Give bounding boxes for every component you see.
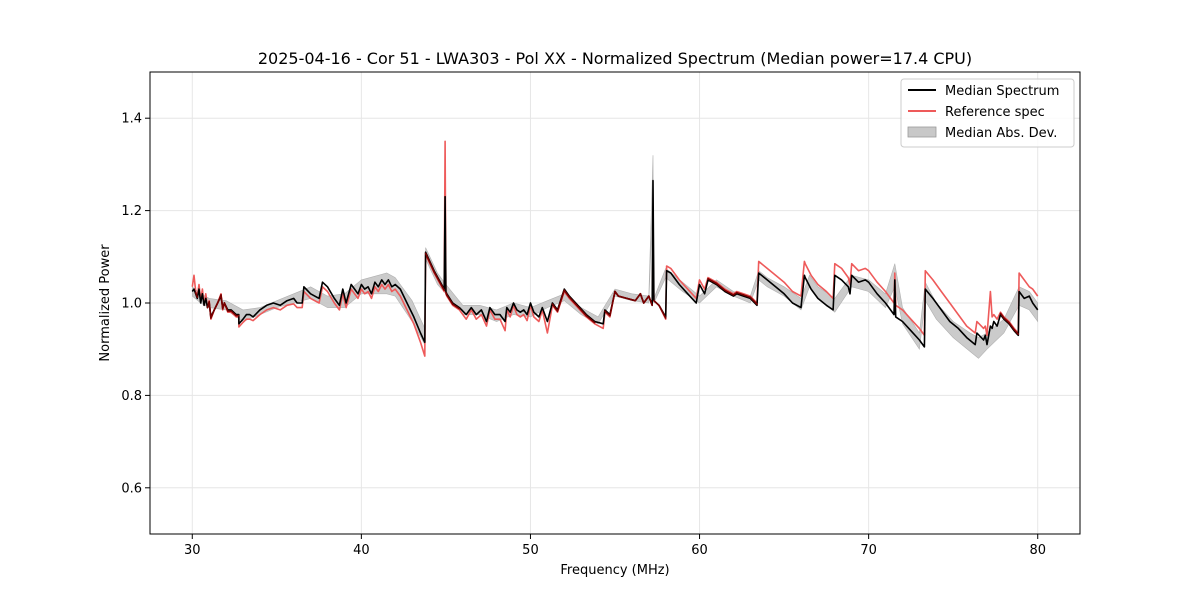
overlap-segment [576, 305, 588, 317]
overlap-segment [585, 314, 596, 324]
overlap-segment [1013, 328, 1020, 335]
y-axis-label: Normalized Power [98, 244, 113, 362]
overlap-segment [735, 291, 745, 296]
overlap-segment [210, 309, 216, 319]
overlap-segment [213, 302, 219, 311]
x-tick-label: 40 [353, 543, 370, 558]
overlap-segment [639, 292, 645, 304]
overlap-segment [653, 299, 660, 307]
x-tick-label: 30 [184, 543, 201, 558]
chart-title: 2025-04-16 - Cor 51 - LWA303 - Pol XX - … [258, 49, 972, 68]
median-series [191, 179, 1039, 348]
overlap-segment [1003, 317, 1010, 324]
y-tick-label: 0.8 [121, 389, 142, 404]
overlap-segment [451, 303, 461, 310]
overlap-segment [1008, 321, 1015, 331]
overlap-segment [223, 302, 229, 312]
y-tick-label: 1.0 [121, 297, 142, 312]
y-tick-label: 0.6 [121, 481, 142, 496]
x-tick-label: 70 [860, 543, 877, 558]
overlap-segment [715, 282, 726, 292]
x-axis-ticks: 30 40 50 60 70 80 [184, 534, 1046, 558]
overlap-segment [424, 252, 435, 273]
overlap-segment [742, 294, 752, 299]
overlap-segment [749, 296, 758, 305]
overlap-segment [648, 295, 654, 307]
reference-series [191, 140, 1039, 357]
legend-mad-label: Median Abs. Dev. [945, 126, 1057, 141]
median-line [191, 179, 1039, 348]
overlap-segment [999, 312, 1005, 319]
overlap-segment [208, 301, 212, 319]
overlap-segment [724, 289, 735, 296]
reference-line [191, 140, 1039, 357]
overlap-segment [551, 303, 559, 312]
overlap-segment [568, 296, 579, 308]
legend: Median Spectrum Reference spec Median Ab… [900, 78, 1075, 148]
overlap-segment [642, 295, 650, 304]
y-tick-label: 1.4 [121, 112, 142, 127]
x-tick-label: 80 [1029, 543, 1046, 558]
x-tick-label: 60 [691, 543, 708, 558]
overlap-segment [707, 277, 718, 285]
legend-median-label: Median Spectrum [945, 84, 1059, 99]
overlap-segment [604, 310, 611, 317]
overlap-segment [609, 290, 616, 317]
overlap-segment [445, 294, 454, 305]
legend-mad-swatch [907, 126, 937, 138]
overlap-segment [194, 291, 199, 299]
overlap-segment [658, 304, 667, 319]
x-axis-label: Frequency (MHz) [560, 563, 669, 578]
overlap-segment [634, 292, 642, 302]
overlap-segment [556, 289, 566, 312]
y-tick-label: 1.2 [121, 204, 142, 219]
y-axis-ticks: 0.6 0.8 1.0 1.2 1.4 [121, 112, 150, 496]
overlap-segment [220, 294, 224, 310]
overlap-series [194, 252, 1020, 335]
overlap-segment [563, 289, 571, 299]
legend-frame [900, 78, 1075, 148]
overlap-segment [433, 271, 446, 292]
overlap-segment [614, 290, 620, 297]
overlap-segment [626, 297, 637, 302]
overlap-segment [617, 295, 628, 300]
legend-reference-label: Reference spec [945, 105, 1045, 120]
x-tick-label: 50 [522, 543, 539, 558]
overlap-segment [230, 310, 238, 317]
